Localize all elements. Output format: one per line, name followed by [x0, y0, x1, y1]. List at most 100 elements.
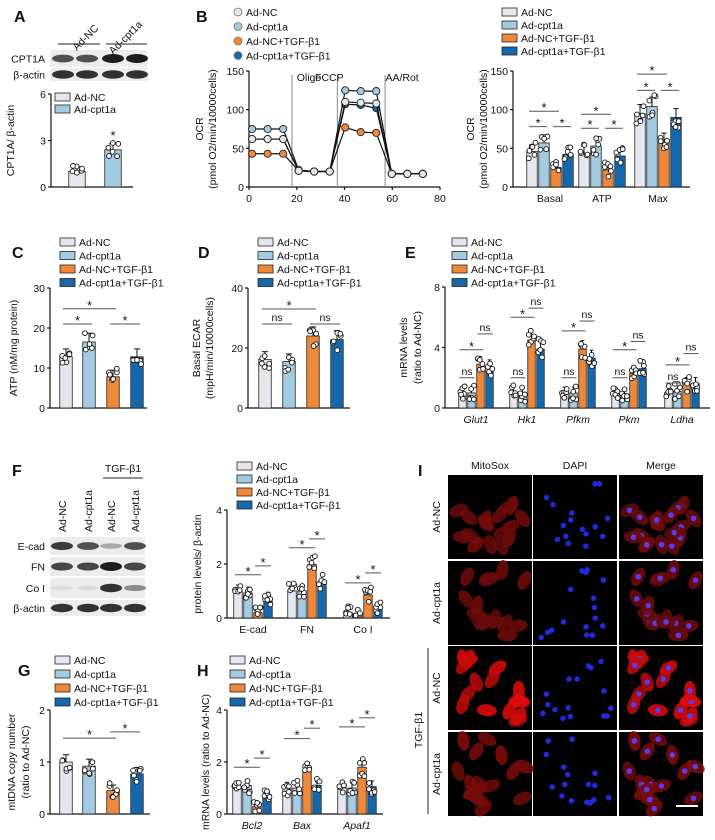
nucleus [636, 691, 642, 697]
legend-item: Ad-cpt1a [229, 669, 291, 681]
legend-label: Ad-cpt1a+TGF-β1 [79, 278, 164, 290]
y-tick-label: 2 [216, 757, 222, 769]
legend-label: Ad-cpt1a+TGF-β1 [246, 51, 331, 63]
nucleus [589, 632, 596, 639]
y-tick-label: 2 [216, 559, 222, 571]
significance-label: ns [581, 309, 592, 321]
blot-band [124, 584, 146, 592]
image-panel [448, 559, 532, 645]
data-point [351, 779, 357, 786]
data-point [115, 140, 122, 147]
nucleus [552, 706, 558, 713]
x-tick-label: E-cad [239, 624, 267, 636]
legend-label: Ad-NC+TGF-β1 [74, 683, 148, 695]
data-point [267, 601, 274, 608]
blot-band [100, 562, 122, 571]
row-label: Ad-cpt1a [431, 582, 443, 624]
data-point [694, 387, 700, 394]
y-axis-label: (pmol O2/min/10000cells) [207, 69, 219, 189]
nucleus [560, 764, 567, 771]
data-point [581, 343, 588, 350]
cell [479, 510, 493, 530]
legend-label: Ad-NC+TGF-β1 [521, 33, 595, 45]
nucleus [626, 507, 633, 514]
nucleus [626, 768, 632, 774]
y-tick-label: 50 [232, 143, 244, 155]
legend-label: Ad-cpt1a+TGF-β1 [277, 278, 362, 290]
data-point [543, 146, 550, 153]
channel-header: Merge [646, 460, 676, 472]
data-point [663, 393, 670, 400]
nucleus [658, 541, 665, 548]
row-label: Ad-NC [431, 501, 443, 533]
y-tick-label: 20 [33, 323, 45, 335]
significance-label: * [520, 306, 525, 321]
x-tick-label: Ldha [670, 414, 694, 426]
data-point [316, 778, 323, 785]
data-point [296, 593, 303, 600]
legend-label: Ad-NC+TGF-β1 [471, 264, 545, 276]
chart-b-bar: 0 50 100 150 OCR (pmol O2/min/10000cells) Basa… [465, 7, 690, 205]
nucleus [579, 526, 586, 533]
y-tick-label: 0 [216, 613, 222, 625]
legend-swatch [501, 33, 518, 43]
legend-item: Ad-NC [229, 655, 281, 667]
channel-header: DAPI [563, 460, 588, 472]
y-axis-label: (ratio to Ad-NC) [20, 726, 32, 799]
data-point [256, 807, 263, 814]
cell [479, 571, 500, 585]
data-point [525, 155, 532, 162]
data-point [113, 365, 120, 372]
data-point [341, 97, 350, 106]
data-point [241, 784, 248, 791]
data-point [570, 395, 576, 402]
nucleus [590, 595, 597, 601]
blot-band [51, 541, 73, 551]
bar [527, 339, 536, 409]
data-point [86, 770, 93, 777]
cell [460, 567, 475, 586]
chart-e: 0 4 8 mRNA levels (ratio to Ad-NC) Glut1 Hk1 Pf… [398, 237, 710, 426]
legend-swatch [236, 461, 253, 471]
data-point [319, 571, 326, 578]
legend-item: Ad-NC [54, 655, 106, 667]
data-point [336, 783, 343, 790]
nucleus [643, 786, 650, 793]
data-point [387, 169, 396, 178]
panel-label-g: G [18, 663, 30, 680]
row-label: Ad-NC [431, 672, 443, 704]
nucleus [587, 800, 594, 806]
legend-label: Ad-cpt1a [471, 251, 513, 263]
legend-label: Ad-cpt1a+TGF-β1 [521, 46, 606, 58]
blot-band [76, 70, 98, 79]
chart-c: 0 10 20 30 ATP (nM/mg protein) * * * Ad-NC Ad-cpt… [8, 237, 164, 415]
nucleus [636, 514, 643, 520]
data-point [341, 782, 347, 789]
legend-label: Ad-NC [471, 237, 503, 249]
x-tick-label: Pkm [619, 414, 640, 426]
data-point [341, 86, 350, 95]
legend-item: Ad-NC [54, 92, 106, 104]
significance-label: * [286, 298, 291, 313]
data-point [539, 354, 545, 361]
nucleus [565, 540, 572, 547]
nucleus [566, 676, 572, 682]
nucleus [592, 481, 598, 487]
data-point [570, 388, 577, 395]
legend-swatch [229, 697, 246, 707]
cell [495, 745, 508, 765]
data-point [590, 147, 597, 153]
data-point [677, 384, 683, 391]
lane-label: Ad-NC [70, 22, 101, 53]
legend-label: Ad-cpt1a+TGF-β1 [74, 697, 159, 709]
data-point [109, 148, 116, 155]
legend-item: Ad-cpt1a [257, 251, 319, 263]
data-point [672, 396, 678, 402]
cell [517, 571, 532, 590]
data-point [263, 149, 272, 158]
data-point [266, 360, 273, 367]
data-point [279, 135, 288, 144]
legend-item: Ad-NC+TGF-β1 [59, 264, 153, 276]
y-tick-label: 4 [216, 505, 222, 517]
